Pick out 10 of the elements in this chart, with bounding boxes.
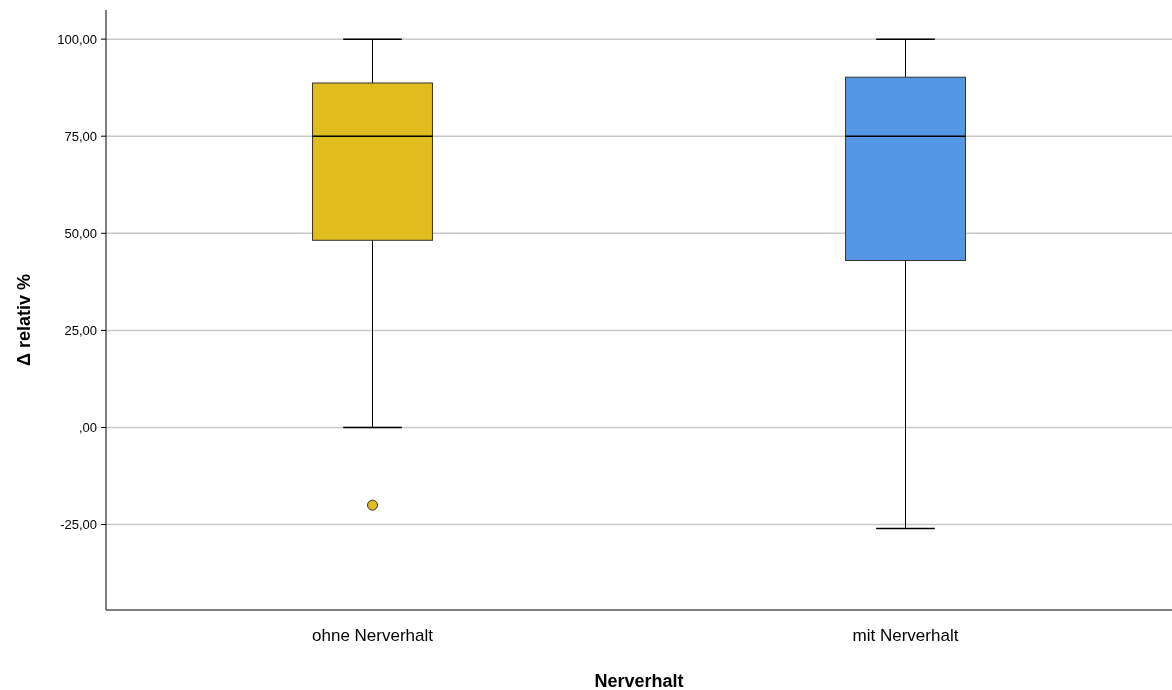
y-tick-label: 25,00	[64, 322, 97, 338]
y-tick-label: 50,00	[64, 225, 97, 241]
y-tick-label: 75,00	[64, 128, 97, 144]
y-axis-title: Δ relativ %	[14, 274, 34, 366]
x-tick-label: ohne Nerverhalt	[312, 626, 434, 645]
y-tick-label: 100,00	[57, 31, 97, 47]
y-tick-label: ,00	[78, 420, 97, 436]
x-axis-title: Nerverhalt	[594, 671, 684, 690]
x-tick-label: mit Nerverhalt	[852, 626, 959, 645]
y-tick-label: -25,00	[60, 517, 97, 533]
